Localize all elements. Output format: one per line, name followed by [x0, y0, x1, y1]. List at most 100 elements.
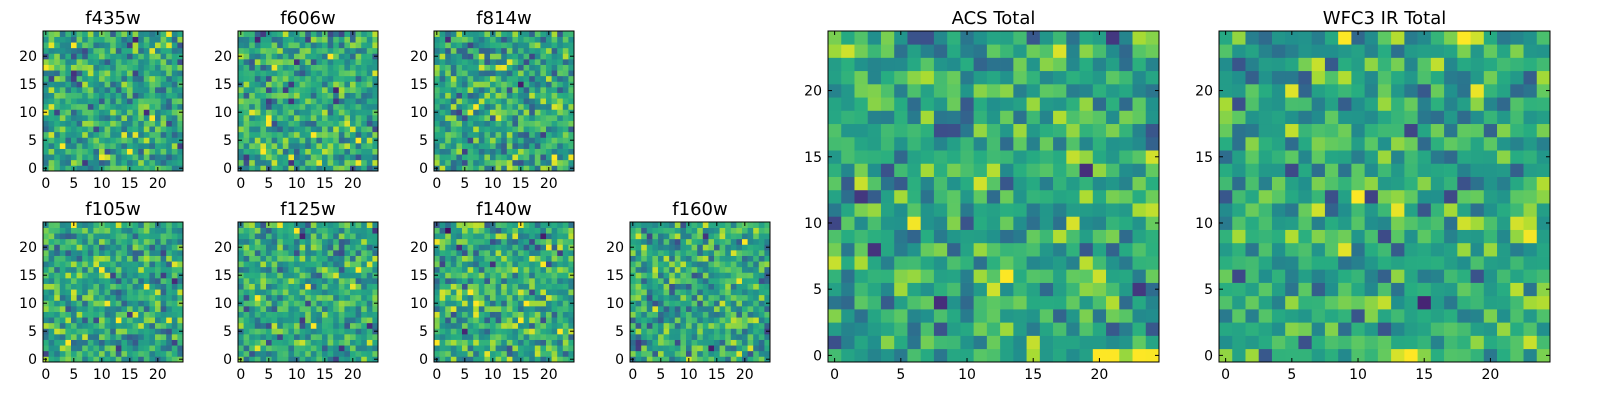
heatmap-cell: [350, 148, 356, 155]
heatmap-cell: [557, 272, 564, 279]
heatmap-cell: [562, 59, 569, 65]
heatmap-cell: [529, 87, 536, 93]
heatmap-cell: [138, 98, 145, 105]
heatmap-cell: [473, 70, 480, 77]
heatmap-cell: [445, 70, 452, 77]
heatmap-cell: [478, 356, 485, 363]
heatmap-cell: [350, 238, 356, 245]
heatmap-cell: [260, 159, 267, 166]
heatmap-cell: [490, 103, 496, 110]
heatmap-cell: [473, 148, 480, 155]
heatmap-cell: [646, 244, 653, 251]
heatmap-cell: [478, 75, 485, 82]
heatmap-cell: [568, 131, 575, 138]
heatmap-cell: [439, 233, 446, 240]
heatmap-cell: [557, 238, 564, 245]
heatmap-cell: [450, 261, 457, 268]
heatmap-cell: [327, 311, 334, 318]
heatmap-cell: [48, 103, 55, 110]
heatmap-cell: [434, 255, 440, 262]
heatmap-cell: [686, 250, 692, 256]
heatmap-cell: [43, 98, 49, 105]
heatmap-cell: [361, 238, 368, 245]
heatmap-cell: [48, 159, 55, 166]
heatmap-cell: [277, 148, 284, 155]
heatmap-cell: [132, 300, 139, 307]
heatmap-cell: [753, 233, 760, 240]
heatmap-cell: [512, 334, 519, 340]
heatmap-cell: [529, 278, 536, 284]
heatmap-cell: [501, 92, 508, 99]
heatmap-cell: [271, 154, 278, 161]
heatmap-cell: [288, 311, 295, 318]
heatmap-cell: [271, 148, 278, 155]
heatmap-cell: [478, 143, 485, 149]
heatmap-cell: [529, 36, 536, 43]
heatmap-cell: [467, 356, 474, 363]
heatmap-cell: [288, 261, 295, 268]
heatmap-cell: [288, 159, 295, 166]
heatmap-cell: [43, 87, 49, 93]
heatmap-cell: [478, 47, 485, 54]
heatmap-cell: [71, 334, 77, 340]
heatmap-cell: [87, 238, 94, 245]
heatmap-cell: [495, 81, 502, 88]
heatmap-cell: [714, 334, 720, 340]
heatmap-cell: [557, 345, 564, 352]
heatmap-cell: [338, 36, 345, 43]
heatmap-cell: [177, 143, 184, 149]
heatmap-cell: [305, 300, 312, 307]
heatmap-cell: [82, 322, 89, 329]
heatmap-cell: [350, 109, 356, 116]
heatmap-cell: [238, 334, 244, 340]
heatmap-cell: [138, 283, 145, 290]
heatmap-cell: [490, 81, 496, 88]
heatmap-cell: [132, 306, 139, 312]
heatmap-cell: [473, 227, 480, 234]
heatmap-cell: [177, 87, 184, 93]
heatmap-cell: [115, 278, 122, 284]
heatmap-cell: [490, 317, 496, 324]
heatmap-cell: [1039, 282, 1054, 297]
heatmap-cell: [160, 115, 167, 121]
heatmap-cell: [155, 244, 161, 251]
heatmap-cell: [658, 278, 664, 284]
heatmap-cell: [719, 238, 726, 245]
heatmap-cell: [166, 92, 173, 99]
heatmap-cell: [764, 350, 771, 357]
heatmap-cell: [43, 250, 49, 256]
heatmap-cell: [366, 31, 373, 37]
heatmap-cell: [450, 36, 457, 43]
heatmap-cell: [121, 266, 128, 273]
heatmap-cell: [76, 283, 83, 290]
heatmap-cell: [434, 311, 440, 318]
heatmap-cell: [322, 126, 328, 133]
heatmap-cell: [59, 137, 66, 144]
heatmap-cell: [322, 143, 328, 149]
heatmap-cell: [260, 70, 267, 77]
heatmap-cell: [171, 31, 178, 37]
heatmap-cell: [82, 266, 89, 273]
heatmap-cell: [327, 261, 334, 268]
heatmap-cell: [149, 300, 156, 307]
heatmap-cell: [93, 334, 100, 340]
heatmap-cell: [484, 137, 491, 144]
heatmap-cell: [361, 356, 368, 363]
heatmap-cell: [456, 159, 463, 166]
heatmap-cell: [697, 278, 704, 284]
heatmap-cell: [1026, 282, 1041, 297]
heatmap-cell: [149, 238, 156, 245]
heatmap-cell: [361, 233, 368, 240]
heatmap-cell: [271, 92, 278, 99]
heatmap-cell: [254, 36, 261, 43]
heatmap-cell: [907, 150, 922, 164]
heatmap-cell: [730, 222, 737, 228]
heatmap-cell: [132, 328, 139, 335]
heatmap-cell: [277, 356, 284, 363]
heatmap-cell: [478, 339, 485, 346]
heatmap-cell: [518, 244, 524, 251]
heatmap-cell: [986, 322, 1001, 336]
heatmap-cell: [166, 59, 173, 65]
heatmap-cell: [310, 227, 317, 234]
heatmap-cell: [490, 159, 496, 166]
